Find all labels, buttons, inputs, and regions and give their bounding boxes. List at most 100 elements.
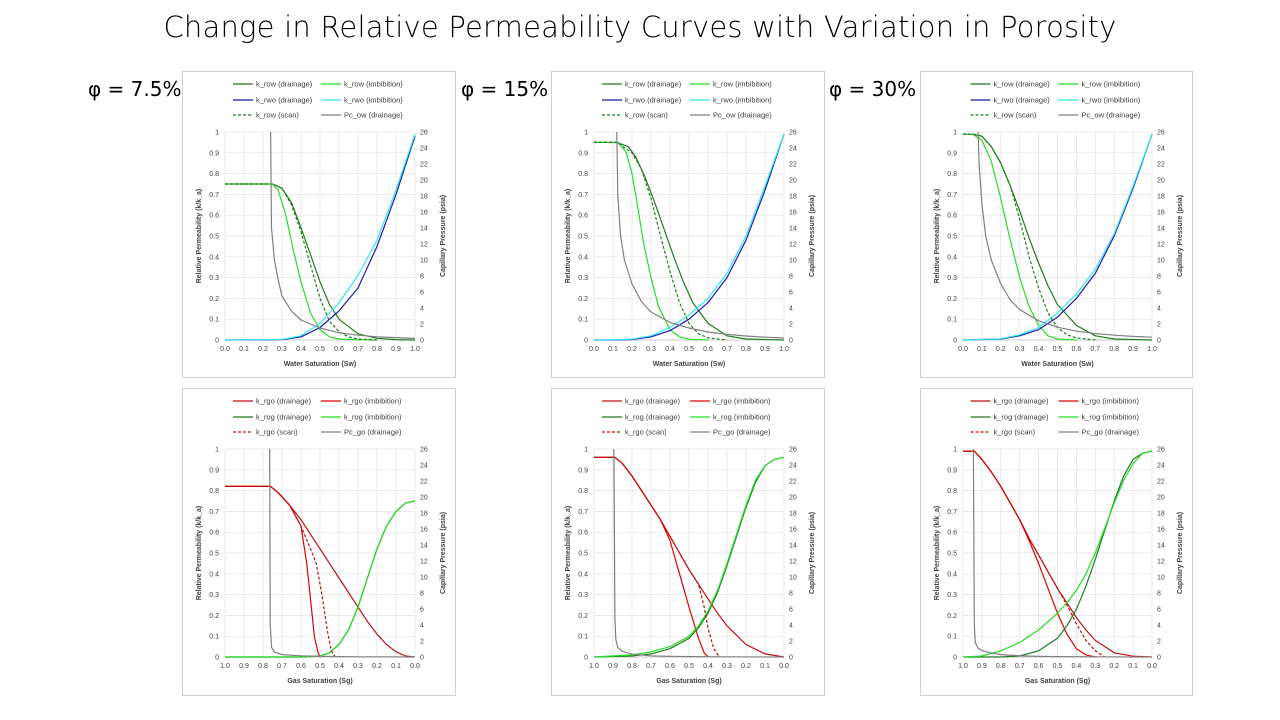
y-axis-title: Relative Permeability (k/k_a) (934, 189, 941, 284)
legend-label-k-row-imbibition: k_row (imbibition) (713, 80, 772, 89)
y-tick-label: 1 (215, 130, 219, 137)
y-tick-label: 0.3 (947, 275, 957, 282)
y2-tick-label: 24 (1157, 463, 1165, 470)
y-tick-label: 0 (584, 655, 588, 662)
y2-tick-label: 8 (1157, 274, 1161, 281)
x-tick-label: 0.6 (296, 663, 306, 670)
legend-label-k-rwo-drainage: k_rwo (drainage) (625, 96, 682, 105)
y2-axis-title: Capillary Pressure (psia) (809, 512, 816, 594)
y2-tick-label: 4 (1157, 623, 1161, 630)
y2-tick-label: 2 (789, 639, 793, 646)
x-tick-label: 1.0 (410, 346, 420, 353)
y2-axis-title: Capillary Pressure (psia) (440, 195, 447, 277)
legend-label-k-row-scan: k_row (scan) (994, 111, 1037, 120)
y2-tick-label: 2 (420, 639, 424, 646)
y-tick-label: 0.9 (209, 467, 219, 474)
y2-tick-label: 0 (420, 655, 424, 662)
legend-label-k-rwo-drainage: k_rwo (drainage) (256, 96, 313, 105)
series-line-k-row-scan (963, 133, 1096, 341)
series-line-k-rgo-scan (594, 456, 720, 658)
x-tick-label: 0.4 (665, 346, 675, 353)
y2-tick-label: 6 (420, 607, 424, 614)
porosity-label-7-5: φ = 7.5% (88, 77, 182, 101)
y-tick-label: 0.4 (209, 571, 219, 578)
x-tick-label: 0.9 (239, 663, 249, 670)
y-tick-label: 1 (953, 447, 957, 454)
y-tick-label: 0.8 (578, 488, 588, 495)
porosity-label-15: φ = 15% (461, 77, 549, 101)
series-line-k-rgo-imbibition (225, 485, 321, 658)
x-tick-label: 0.0 (1147, 663, 1157, 670)
y2-tick-label: 16 (420, 527, 428, 534)
y-tick-label: 0.4 (947, 254, 957, 261)
y-tick-label: 0.4 (947, 571, 957, 578)
x-tick-label: 0.5 (684, 663, 694, 670)
y-tick-label: 0.2 (209, 296, 219, 303)
y-tick-label: 0.6 (209, 530, 219, 537)
x-tick-label: 0.5 (1053, 663, 1063, 670)
y-tick-label: 1 (215, 447, 219, 454)
y-tick-label: 0.9 (209, 150, 219, 157)
legend-label-k-rgo-scan: k_rgo (scan) (994, 428, 1036, 437)
y2-tick-label: 4 (789, 306, 793, 313)
x-tick-label: 0.5 (684, 346, 694, 353)
series-line-pc-go-drainage (269, 448, 416, 658)
y2-tick-label: 10 (420, 575, 428, 582)
y2-tick-label: 24 (789, 146, 797, 153)
y-tick-label: 0.6 (947, 213, 957, 220)
y-tick-label: 0.7 (947, 192, 957, 199)
x-tick-label: 0.0 (779, 663, 789, 670)
y2-tick-label: 26 (789, 447, 797, 454)
x-tick-label: 0.9 (391, 346, 401, 353)
y-axis-title: Relative Permeability (k/k_a) (565, 506, 572, 601)
y2-tick-label: 18 (1157, 194, 1165, 201)
x-tick-label: 0.4 (1034, 346, 1044, 353)
x-tick-label: 0.6 (1034, 663, 1044, 670)
series-line-k-row-scan (594, 141, 728, 341)
y-tick-label: 0 (953, 338, 957, 345)
series-line-k-row-imbibition (963, 133, 1077, 341)
x-tick-label: 0.0 (410, 663, 420, 670)
y2-tick-label: 16 (1157, 527, 1165, 534)
y2-tick-label: 14 (789, 543, 797, 550)
y-tick-label: 0.1 (578, 317, 588, 324)
y-tick-label: 0.5 (947, 234, 957, 241)
x-tick-label: 1.0 (958, 663, 968, 670)
y-tick-label: 0.9 (578, 150, 588, 157)
x-tick-label: 0.2 (741, 663, 751, 670)
legend-label-k-rwo-imbibition: k_rwo (imbibition) (1082, 96, 1141, 105)
x-tick-label: 0.9 (977, 663, 987, 670)
y-tick-label: 0.4 (578, 254, 588, 261)
y2-tick-label: 12 (1157, 559, 1165, 566)
x-tick-label: 0.4 (296, 346, 306, 353)
legend-label-k-rgo-drainage: k_rgo (drainage) (256, 397, 312, 406)
y-tick-label: 1 (584, 447, 588, 454)
y2-tick-label: 16 (789, 527, 797, 534)
series-line-k-rog-imbibition (962, 450, 1153, 658)
y2-tick-label: 12 (1157, 242, 1165, 249)
legend-label-k-rgo-imbibition: k_rgo (imbibition) (344, 397, 402, 406)
y2-tick-label: 4 (420, 306, 424, 313)
y-tick-label: 0 (584, 338, 588, 345)
y2-tick-label: 0 (1157, 655, 1161, 662)
y-tick-label: 0 (215, 655, 219, 662)
legend-label-k-row-scan: k_row (scan) (625, 111, 668, 120)
y2-tick-label: 18 (420, 511, 428, 518)
porosity-label-30: φ = 30% (829, 77, 917, 101)
y2-tick-label: 0 (789, 338, 793, 345)
page-title: Change in Relative Permeability Curves w… (163, 10, 1117, 44)
chart-oil-water-7-5: 0.0 0.1 0.2 0.3 0.4 0.5 0.6 0.7 0.8 0.9 1.000.10.2… (196, 80, 447, 368)
x-tick-label: 0.8 (627, 663, 637, 670)
y-axis-title: Relative Permeability (k/k_a) (196, 189, 203, 284)
y2-tick-label: 20 (789, 495, 797, 502)
legend-label-k-rgo-drainage: k_rgo (drainage) (994, 397, 1050, 406)
y-tick-label: 0.8 (947, 171, 957, 178)
legend-label-pc-go-drainage: Pc_go (drainage) (713, 428, 771, 437)
y2-tick-label: 2 (420, 322, 424, 329)
y-tick-label: 0.2 (947, 613, 957, 620)
y2-tick-label: 20 (420, 495, 428, 502)
x-axis-title: Gas Saturation (Sg) (656, 678, 721, 685)
y-tick-label: 0 (215, 338, 219, 345)
y2-tick-label: 22 (1157, 479, 1165, 486)
x-tick-label: 0.1 (977, 346, 987, 353)
